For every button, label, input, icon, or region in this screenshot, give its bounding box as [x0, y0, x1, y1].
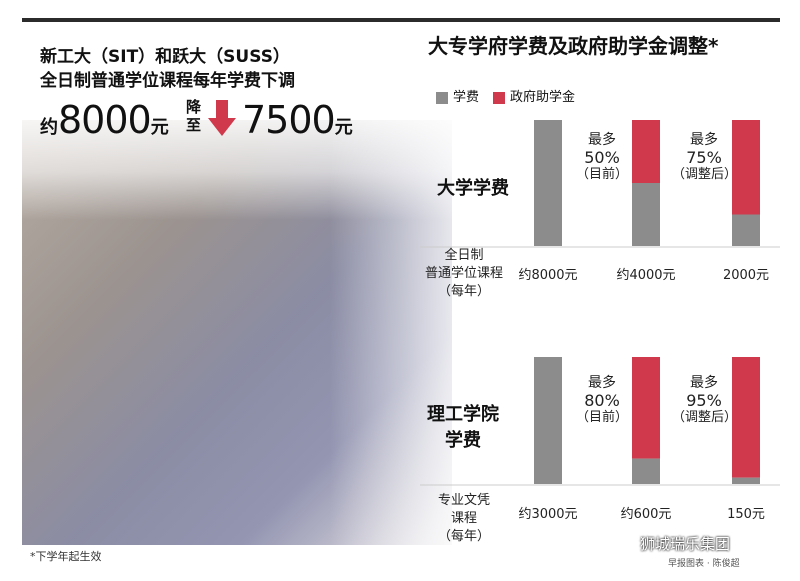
- old-fee-prefix: 约: [40, 117, 58, 138]
- category-line: （每年）: [437, 529, 490, 544]
- bar-value-label: 约600元: [620, 507, 672, 522]
- legend-label-fee: 学费: [453, 90, 480, 105]
- bar-grant-segment: [632, 357, 660, 459]
- note-line: （调整后）: [672, 167, 738, 182]
- category-label-university: 全日制 普通学位课程 （每年）: [414, 247, 514, 301]
- bar-grant-segment: [732, 120, 760, 215]
- category-line: 专业文凭: [437, 493, 490, 508]
- new-fee-value: 7500: [242, 98, 336, 142]
- note-university-current: 最多 50% （目前）: [572, 132, 632, 183]
- bar-value-label: 150元: [727, 507, 765, 522]
- category-line: （每年）: [437, 284, 490, 299]
- legend-item-fee: 学费: [436, 86, 479, 105]
- note-university-adjusted: 最多 75% （调整后）: [672, 132, 738, 183]
- row-label-polytechnic: 理工学院 学费: [408, 402, 518, 454]
- watermark-text: 狮城瑞乐集团: [640, 535, 731, 553]
- category-line: 全日制: [444, 248, 484, 263]
- note-line: （目前）: [575, 410, 628, 425]
- bar-fee-segment: [534, 357, 562, 484]
- credit: 早报图表 · 陈俊超: [668, 559, 740, 569]
- headline-line1: 新工大（SIT）和跃大（SUSS）: [40, 47, 290, 67]
- bar-value-label: 约8000元: [518, 268, 578, 283]
- category-line: 普通学位课程: [424, 266, 503, 281]
- bar-fee-segment: [732, 477, 760, 484]
- note-line: 最多: [588, 132, 616, 148]
- bar-value-label: 约3000元: [518, 507, 578, 522]
- drop-label: 降至: [186, 98, 202, 134]
- note-percent: 75%: [686, 148, 722, 167]
- new-fee: 7500元: [242, 98, 353, 142]
- legend-swatch-fee: [436, 91, 448, 104]
- note-line: （调整后）: [672, 410, 738, 425]
- note-polytechnic-adjusted: 最多 95% （调整后）: [672, 375, 738, 426]
- row-label-university: 大学学费: [437, 178, 509, 199]
- bar-fee-segment: [534, 120, 562, 246]
- legend-label-grant: 政府助学金: [510, 90, 576, 105]
- note-percent: 80%: [584, 391, 620, 410]
- bar-grant-segment: [732, 357, 760, 478]
- legend-swatch-grant: [493, 91, 506, 104]
- photo-fade-right: [330, 100, 470, 550]
- chart-title: 大专学府学费及政府助学金调整*: [428, 34, 719, 58]
- note-line: 最多: [690, 132, 718, 148]
- old-fee: 约8000元: [40, 98, 169, 142]
- legend: 学费 政府助学金: [436, 86, 575, 105]
- bar-grant-segment: [632, 120, 660, 183]
- note-percent: 50%: [584, 148, 620, 167]
- bar-fee-segment: [632, 183, 660, 246]
- new-fee-unit: 元: [334, 117, 353, 138]
- wechat-icon: [618, 536, 636, 550]
- down-arrow-icon: [208, 100, 236, 136]
- row-label-line: 理工学院: [427, 404, 499, 425]
- bar-value-label: 约4000元: [616, 268, 676, 283]
- footnote: *下学年起生效: [30, 550, 102, 563]
- bar-fee-segment: [632, 458, 660, 484]
- note-percent: 95%: [686, 391, 722, 410]
- top-rule: [22, 18, 780, 22]
- old-fee-unit: 元: [150, 117, 169, 138]
- bar-value-label: 2000元: [722, 268, 770, 283]
- note-line: （目前）: [575, 167, 628, 182]
- category-label-polytechnic: 专业文凭 课程 （每年）: [414, 492, 514, 546]
- note-line: 最多: [690, 375, 718, 391]
- note-line: 最多: [588, 375, 616, 391]
- bar-fee-segment: [732, 214, 760, 246]
- legend-item-grant: 政府助学金: [493, 86, 575, 105]
- watermark: 狮城瑞乐集团: [618, 533, 730, 554]
- note-polytechnic-current: 最多 80% （目前）: [572, 375, 632, 426]
- row-label-line: 学费: [445, 430, 481, 451]
- old-fee-value: 8000: [58, 98, 152, 142]
- category-line: 课程: [450, 511, 477, 526]
- headline-line2: 全日制普通学位课程每年学费下调: [40, 71, 295, 91]
